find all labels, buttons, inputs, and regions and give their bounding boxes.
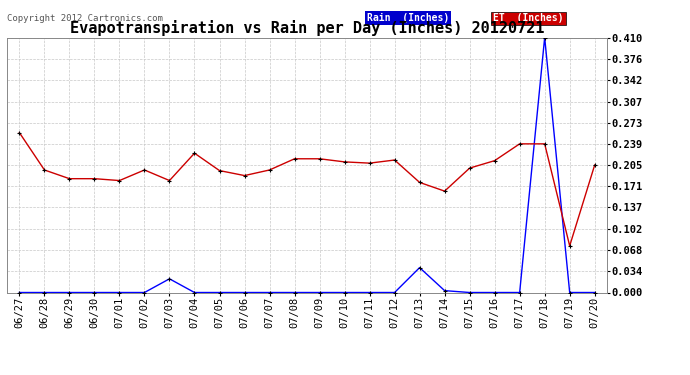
Text: Rain  (Inches): Rain (Inches) bbox=[367, 13, 449, 24]
Text: ET  (Inches): ET (Inches) bbox=[493, 13, 564, 24]
Title: Evapotranspiration vs Rain per Day (Inches) 20120721: Evapotranspiration vs Rain per Day (Inch… bbox=[70, 20, 544, 36]
Text: Copyright 2012 Cartronics.com: Copyright 2012 Cartronics.com bbox=[7, 15, 163, 24]
